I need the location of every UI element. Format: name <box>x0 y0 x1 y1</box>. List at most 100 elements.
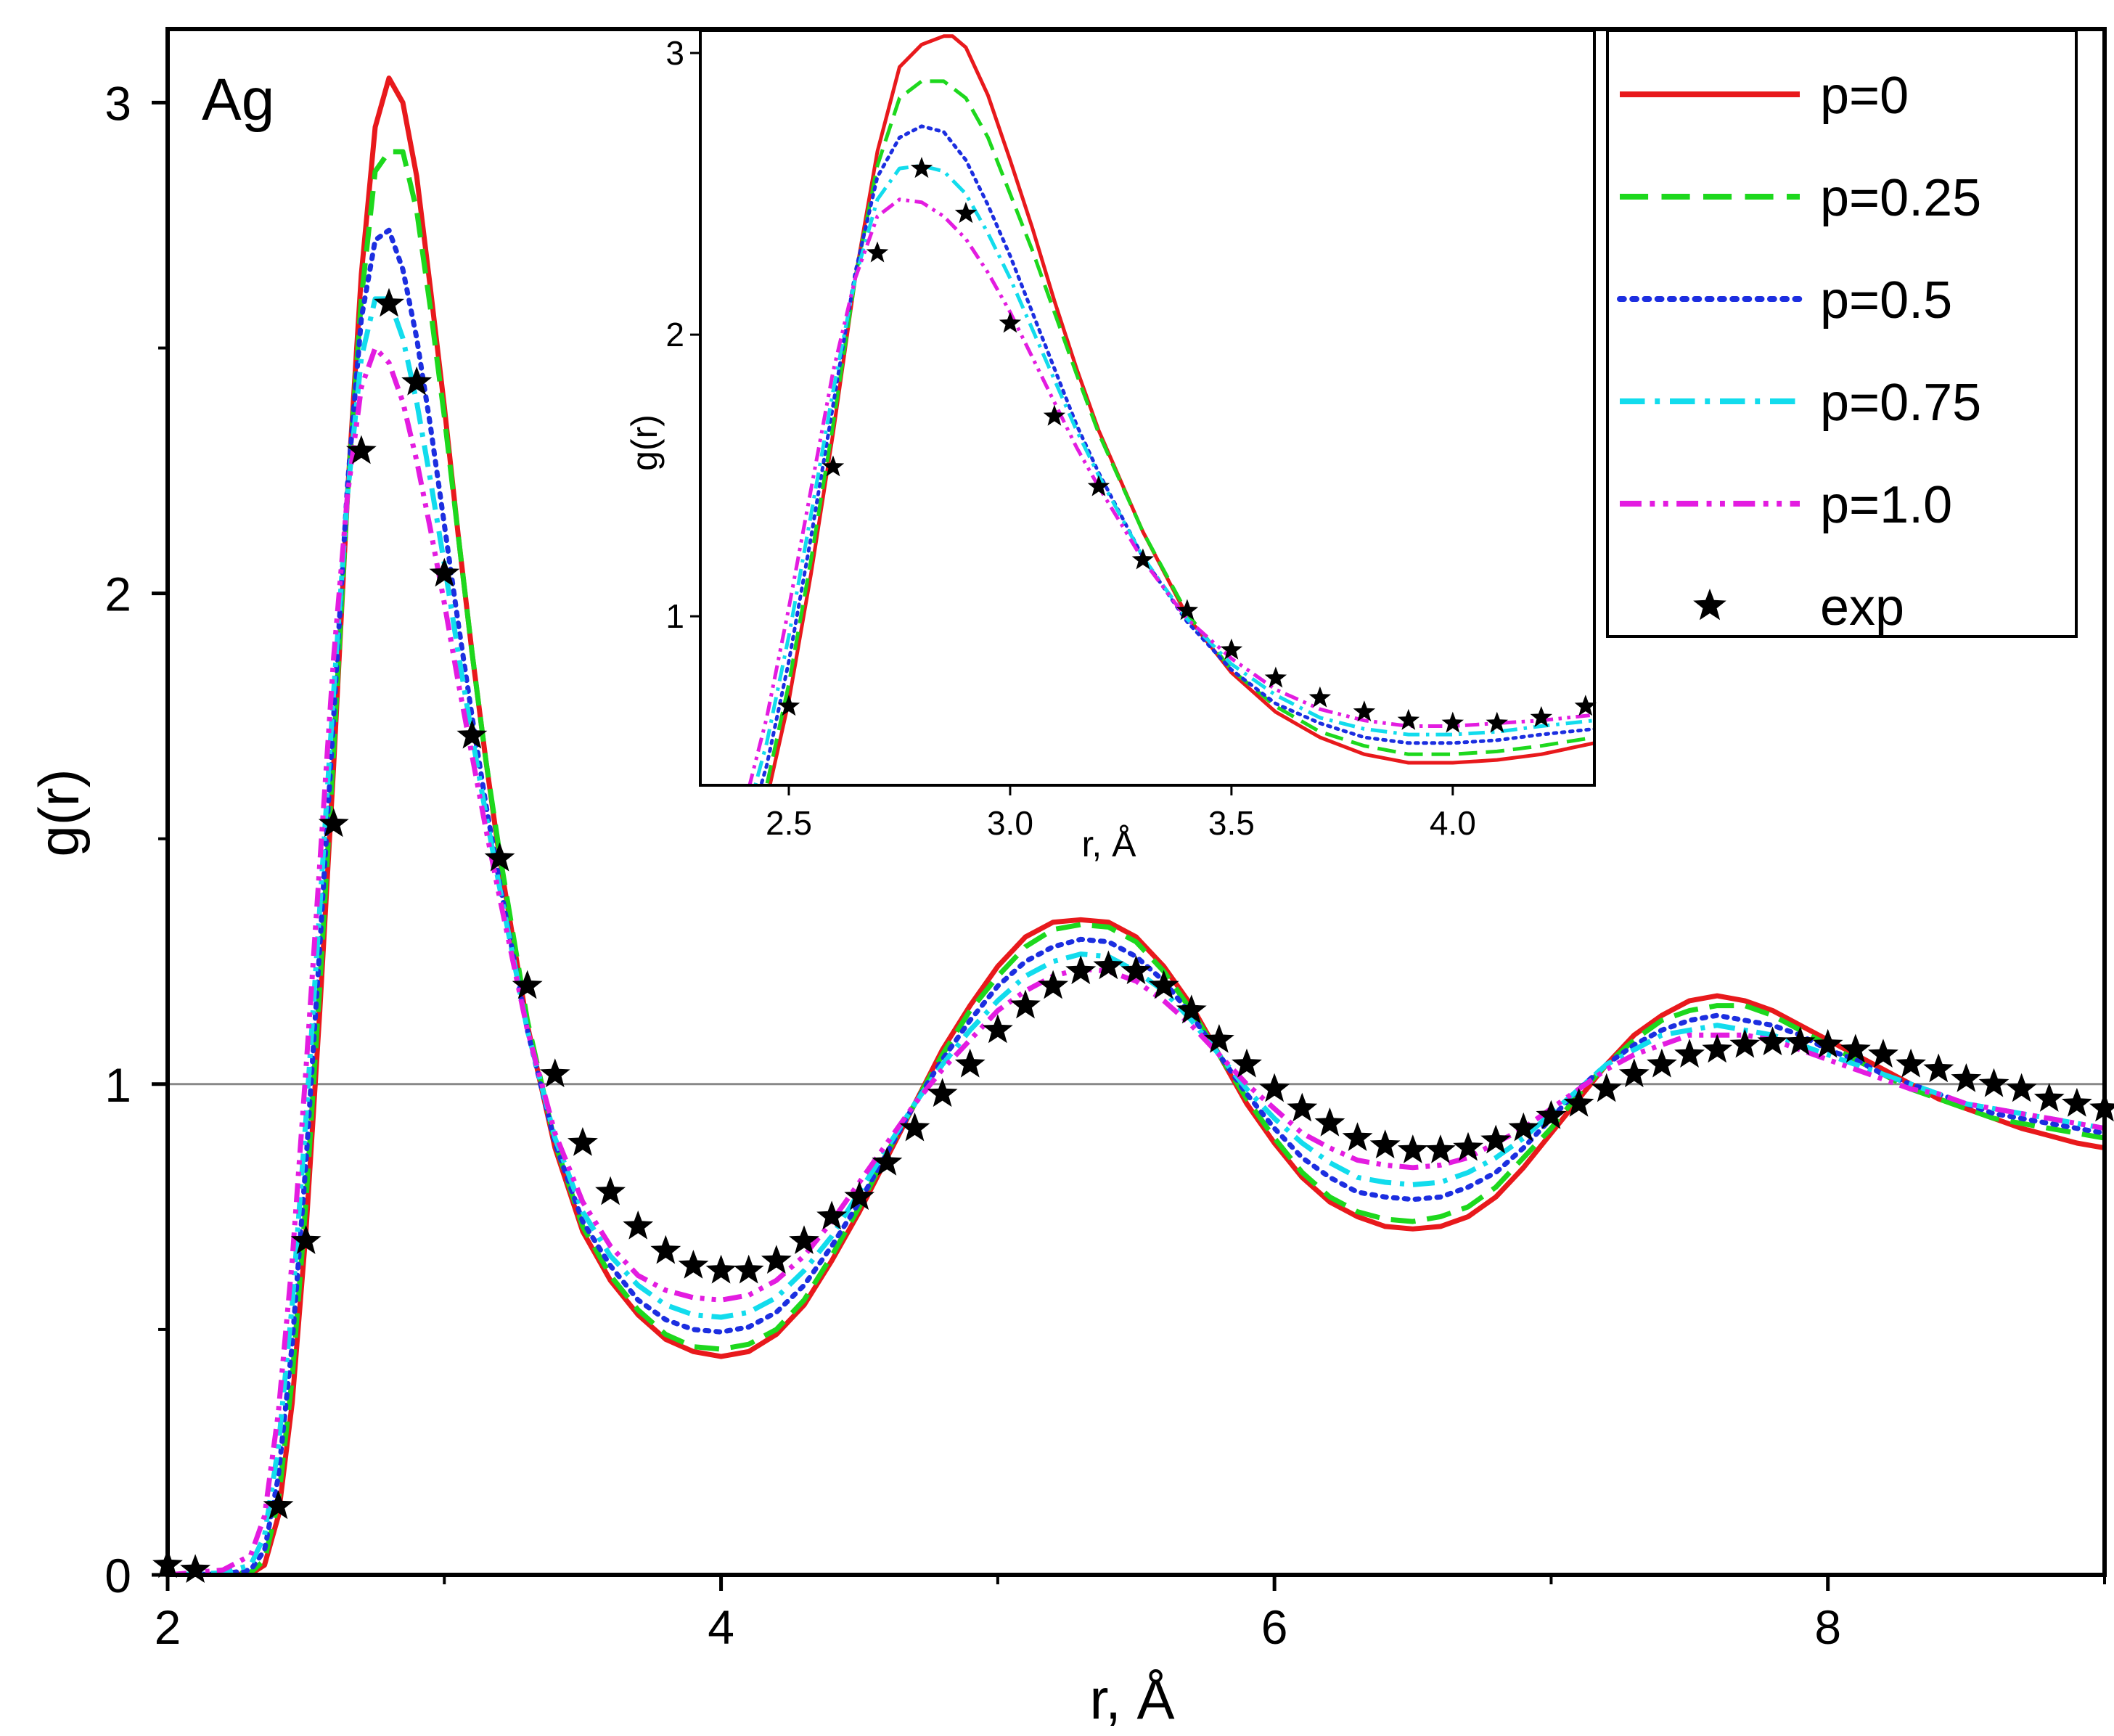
y-tick-label: 2 <box>105 568 131 621</box>
inset-exp-point <box>910 157 933 179</box>
exp-point <box>2061 1087 2092 1117</box>
exp-point <box>927 1078 958 1107</box>
legend-label: exp <box>1820 578 1904 636</box>
y-tick-label: 3 <box>105 76 131 130</box>
legend-swatch <box>1693 589 1726 621</box>
exp-point <box>650 1235 681 1264</box>
exp-point <box>318 808 349 838</box>
legend-item-p=0.25: p=0.25 <box>1620 169 1981 227</box>
inset-exp-point <box>866 241 889 263</box>
exp-point <box>512 970 543 999</box>
inset-exp-point <box>1043 404 1066 426</box>
main-y-axis-title: g(r) <box>27 769 91 856</box>
exp-point <box>954 1048 986 1078</box>
inset-plot-frame <box>699 29 1596 787</box>
inset-exp-point <box>1574 695 1597 716</box>
legend-item-p=0.5: p=0.5 <box>1617 271 1952 329</box>
exp-point <box>1868 1039 1898 1068</box>
exp-point <box>1536 1100 1567 1129</box>
exp-point <box>761 1245 792 1274</box>
exp-point <box>1342 1122 1373 1151</box>
inset-ticks: 2.5 3.0 3.5 4.0 1 2 3 <box>665 34 1475 842</box>
exp-point <box>1120 955 1152 985</box>
exp-point <box>484 842 515 872</box>
exp-point <box>1563 1087 1594 1117</box>
inset-plot: 2.5 3.0 3.5 4.0 1 2 3 r, Å g(r) <box>624 29 1597 864</box>
y-tick-label: 0 <box>105 1549 131 1602</box>
exp-point <box>1369 1129 1401 1159</box>
inset-exp-point <box>999 311 1022 333</box>
exp-point <box>1204 1024 1234 1053</box>
exp-point <box>1896 1048 1926 1078</box>
exp-point <box>429 557 460 587</box>
exp-point <box>180 1554 211 1583</box>
exp-point <box>733 1254 764 1284</box>
legend-label: p=0 <box>1820 67 1909 125</box>
inset-y-axis-title: g(r) <box>624 414 665 471</box>
inset-exp-point <box>1131 548 1155 570</box>
exp-point <box>595 1176 626 1205</box>
exp-point <box>1425 1134 1456 1163</box>
exp-point <box>1785 1026 1816 1056</box>
legend-label: p=1.0 <box>1820 476 1952 534</box>
inset-exp-point <box>1397 708 1420 730</box>
exp-point <box>1618 1058 1650 1088</box>
exp-point <box>2006 1073 2037 1102</box>
exp-point <box>568 1127 598 1156</box>
inset-y-tick-label: 1 <box>665 597 684 635</box>
exp-point <box>263 1490 294 1520</box>
exp-point <box>1038 970 1068 999</box>
inset-y-tick-label: 3 <box>665 34 684 72</box>
inset-exp-point <box>1087 475 1110 496</box>
exp-point <box>1757 1026 1788 1056</box>
inset-series-group <box>747 34 1594 785</box>
legend-item-p=1.0: p=1.0 <box>1620 476 1952 534</box>
exp-point <box>1951 1063 1982 1092</box>
exp-point <box>1176 994 1207 1024</box>
exp-point <box>1093 950 1124 980</box>
inset-x-tick-label: 4.0 <box>1430 804 1476 842</box>
exp-point <box>456 719 488 749</box>
x-tick-label: 8 <box>1814 1600 1841 1654</box>
inset-series-line-p=0.25 <box>764 79 1594 785</box>
exp-point <box>899 1112 930 1142</box>
exp-point <box>290 1225 321 1254</box>
exp-point <box>1647 1048 1677 1078</box>
inset-x-axis-title: r, Å <box>1081 824 1136 864</box>
exp-point <box>1314 1107 1345 1137</box>
inset-series-line-p=0.75 <box>753 163 1594 785</box>
legend-label: p=0.75 <box>1820 374 1981 432</box>
exp-point <box>816 1200 847 1230</box>
inset-x-tick-label: 3.5 <box>1208 804 1255 842</box>
exp-point <box>1702 1033 1733 1063</box>
exp-point <box>1978 1068 2009 1097</box>
inset-exp-point <box>777 695 800 716</box>
exp-point <box>1065 955 1097 985</box>
legend: p=0 p=0.25 p=0.5 p=0.75 p=1.0 exp <box>1606 29 2078 638</box>
exp-point <box>346 435 377 464</box>
inset-x-tick-label: 2.5 <box>766 804 812 842</box>
main-ticks: 2 4 6 8 0 1 2 3 <box>105 76 2106 1654</box>
exp-point <box>1923 1053 1954 1083</box>
x-tick-label: 6 <box>1261 1600 1288 1654</box>
inset-exp-point <box>1353 700 1376 721</box>
exp-point <box>982 1014 1013 1044</box>
inset-exp-point <box>1264 666 1287 688</box>
inset-exp-point <box>954 202 978 224</box>
exp-point <box>705 1254 737 1284</box>
inset-exp-point <box>1530 705 1552 727</box>
exp-point <box>1397 1134 1428 1163</box>
inset-exp-point <box>1308 686 1332 708</box>
exp-point <box>1287 1092 1318 1122</box>
exp-point <box>1812 1028 1843 1058</box>
exp-point <box>1148 970 1179 999</box>
exp-point <box>1840 1033 1871 1063</box>
exp-point <box>2033 1083 2065 1112</box>
exp-point <box>1259 1073 1290 1102</box>
exp-point <box>678 1250 709 1279</box>
exp-point <box>872 1147 903 1176</box>
inset-exp-point <box>1486 711 1508 733</box>
main-x-axis-title: r, Å <box>1089 1667 1174 1731</box>
inset-x-tick-label: 3.0 <box>987 804 1033 842</box>
exp-point <box>1010 989 1041 1019</box>
